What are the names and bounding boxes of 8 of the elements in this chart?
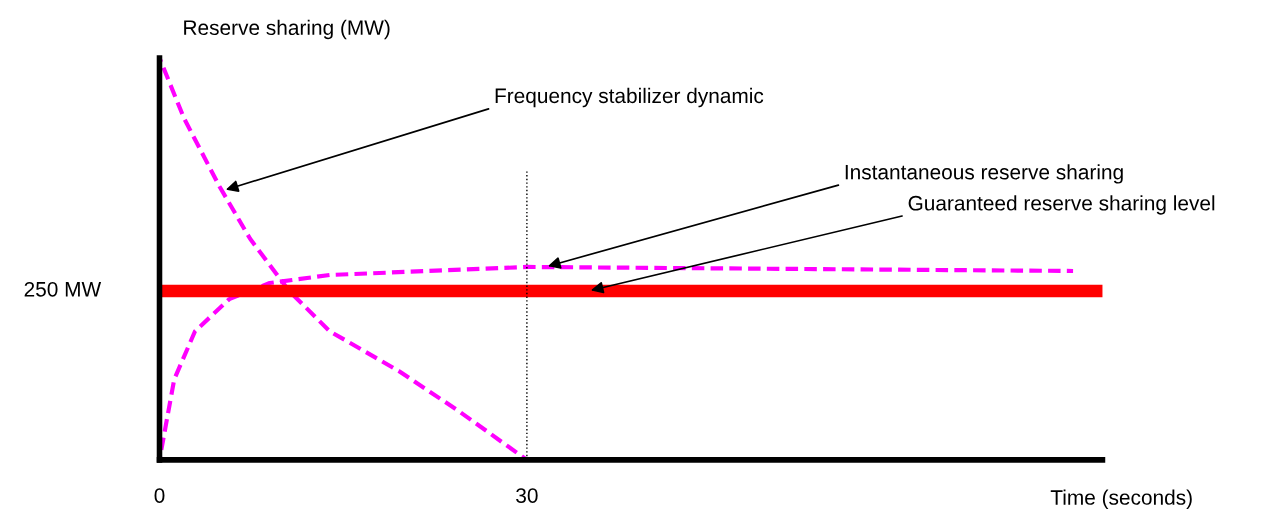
- annotation: Frequency stabilizer dynamic: [495, 87, 764, 108]
- ref-line-label: 250 MW: [24, 281, 102, 297]
- x-tick-label: 30: [516, 488, 538, 503]
- annotation: Instantaneous reserve sharing: [845, 164, 1123, 184]
- x-tick-label: 0: [154, 488, 165, 503]
- annotation: Guaranteed reserve sharing level: [908, 195, 1215, 215]
- x-axis-title: Time (seconds): [1050, 489, 1192, 509]
- y-axis-title: Reserve sharing (MW): [184, 19, 390, 40]
